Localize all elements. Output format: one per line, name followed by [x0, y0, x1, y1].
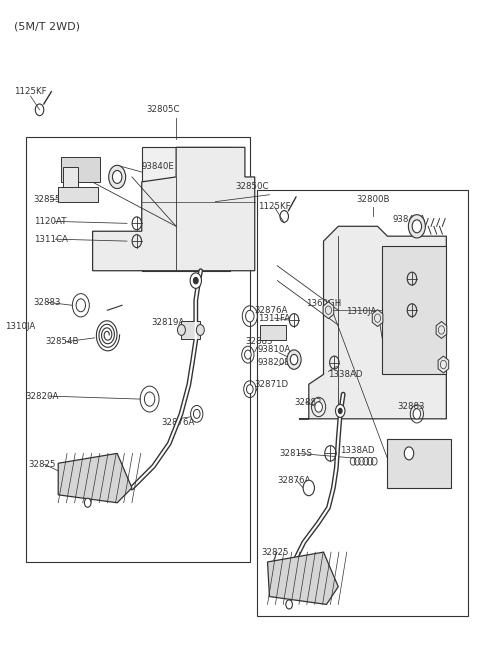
Circle shape: [315, 402, 323, 412]
Circle shape: [112, 170, 122, 183]
Text: 32883: 32883: [294, 398, 322, 407]
Circle shape: [108, 165, 126, 189]
Text: 93820B: 93820B: [258, 358, 291, 367]
Circle shape: [338, 408, 342, 413]
Text: 32820A: 32820A: [26, 392, 59, 401]
Circle shape: [193, 277, 198, 284]
Text: 32815S: 32815S: [279, 449, 312, 458]
Text: 32871D: 32871D: [255, 380, 289, 389]
Circle shape: [287, 350, 301, 369]
Text: 32876A: 32876A: [255, 306, 288, 314]
Text: 32800B: 32800B: [356, 195, 389, 204]
Circle shape: [76, 299, 85, 312]
Circle shape: [412, 220, 421, 233]
Circle shape: [303, 480, 314, 496]
Text: 32812P: 32812P: [397, 476, 430, 485]
Text: 93840E: 93840E: [142, 162, 175, 170]
Text: 32883: 32883: [245, 337, 273, 346]
Circle shape: [84, 498, 91, 507]
Bar: [58, 187, 97, 202]
Text: 32855: 32855: [34, 195, 61, 204]
Polygon shape: [267, 552, 338, 605]
Text: 1120AT: 1120AT: [34, 217, 66, 226]
Bar: [142, 147, 230, 271]
Circle shape: [247, 384, 253, 394]
Text: 1360GH: 1360GH: [306, 299, 341, 308]
Bar: [61, 157, 100, 182]
Text: 32883: 32883: [397, 402, 425, 411]
Polygon shape: [58, 453, 132, 503]
Text: 1310JA: 1310JA: [412, 322, 442, 331]
Text: 93810A: 93810A: [258, 345, 291, 354]
Text: 1311CA: 1311CA: [34, 234, 68, 244]
Text: 32825: 32825: [29, 460, 56, 469]
Text: 32805C: 32805C: [147, 105, 180, 115]
Bar: [387, 439, 451, 488]
Circle shape: [408, 215, 425, 238]
Bar: [181, 321, 200, 339]
Text: 32883: 32883: [34, 298, 61, 307]
Circle shape: [193, 409, 200, 419]
Polygon shape: [372, 310, 383, 327]
Circle shape: [336, 404, 345, 417]
Circle shape: [290, 354, 298, 365]
Circle shape: [244, 350, 251, 359]
Text: (5M/T 2WD): (5M/T 2WD): [14, 22, 80, 32]
Polygon shape: [438, 356, 449, 373]
Bar: [26, 138, 250, 562]
Polygon shape: [323, 302, 334, 318]
Text: 1310JA: 1310JA: [346, 307, 376, 316]
Bar: [383, 246, 446, 375]
Text: 32876A: 32876A: [161, 419, 195, 427]
Polygon shape: [436, 322, 447, 339]
Text: 32876A: 32876A: [277, 476, 311, 485]
Circle shape: [190, 273, 202, 288]
Text: 1125KF: 1125KF: [258, 202, 290, 211]
Polygon shape: [93, 147, 255, 271]
Circle shape: [178, 324, 185, 335]
Text: 32850C: 32850C: [235, 182, 269, 191]
Circle shape: [404, 447, 414, 460]
Polygon shape: [299, 227, 446, 419]
Text: 32825: 32825: [262, 548, 289, 557]
Bar: [257, 190, 468, 616]
Text: 1125KF: 1125KF: [14, 87, 47, 96]
Bar: [63, 167, 78, 192]
Text: 32854B: 32854B: [46, 337, 79, 346]
Bar: [260, 325, 286, 340]
Text: 1338AD: 1338AD: [328, 370, 363, 379]
Circle shape: [196, 324, 204, 335]
Circle shape: [144, 392, 155, 406]
Text: 32830G: 32830G: [395, 252, 430, 261]
Text: 1360GH: 1360GH: [412, 367, 447, 376]
Text: 1338AD: 1338AD: [340, 446, 375, 455]
Text: 93840A: 93840A: [392, 215, 426, 224]
Circle shape: [413, 409, 420, 419]
Circle shape: [246, 310, 254, 322]
Text: 1311FA: 1311FA: [258, 314, 290, 323]
Circle shape: [286, 600, 292, 609]
Text: 1310JA: 1310JA: [5, 322, 36, 331]
Text: 32819A: 32819A: [152, 318, 185, 327]
